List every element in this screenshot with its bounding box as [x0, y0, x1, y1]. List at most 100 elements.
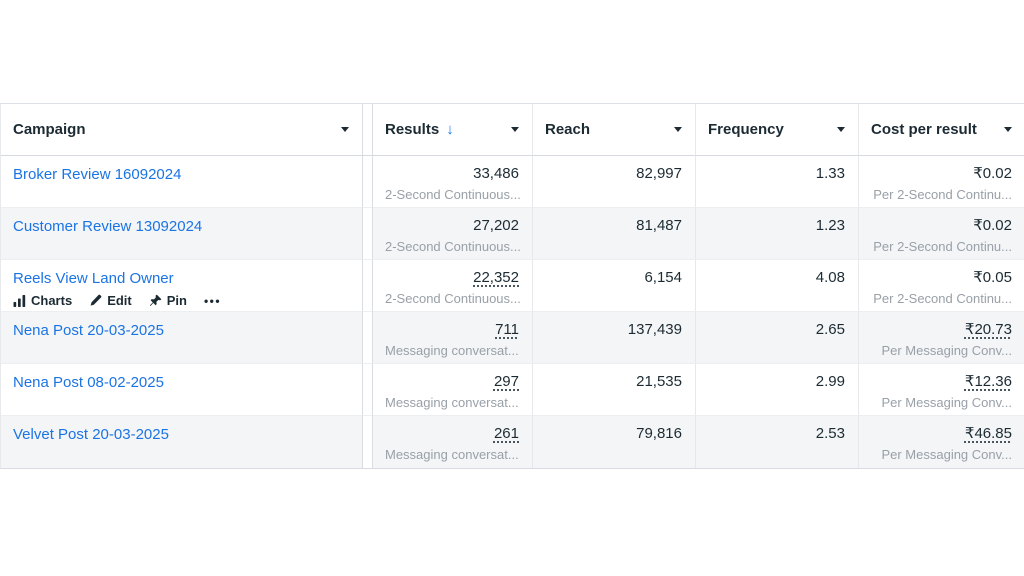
- edit-button[interactable]: Edit: [89, 293, 132, 308]
- chevron-down-icon[interactable]: [341, 127, 349, 132]
- cost-per-result-cell: ₹0.02 Per 2-Second Continu...: [859, 208, 1024, 260]
- reach-value: 21,535: [636, 373, 682, 390]
- results-value: 711: [495, 321, 519, 338]
- campaign-link[interactable]: Customer Review 13092024: [13, 218, 203, 235]
- chevron-down-icon[interactable]: [511, 127, 519, 132]
- campaign-link[interactable]: Nena Post 08-02-2025: [13, 374, 164, 391]
- chevron-down-icon[interactable]: [1004, 127, 1012, 132]
- reach-cell: 79,816: [533, 416, 696, 468]
- results-value: 22,352: [473, 269, 519, 286]
- frequency-cell: 4.08: [696, 260, 859, 312]
- cost-type: Per 2-Second Continu...: [873, 239, 1012, 254]
- more-actions-button[interactable]: •••: [203, 293, 222, 308]
- cost-type: Per Messaging Conv...: [881, 343, 1012, 358]
- table-row: Reels View Land Owner Charts Edit Pin ••…: [1, 260, 1024, 312]
- table-row: Velvet Post 20-03-2025 261 Messaging con…: [1, 416, 1024, 468]
- frequency-cell: 1.23: [696, 208, 859, 260]
- campaign-cell: Nena Post 08-02-2025: [1, 364, 362, 416]
- campaign-link[interactable]: Broker Review 16092024: [13, 166, 182, 183]
- cost-per-result-cell: ₹20.73 Per Messaging Conv...: [859, 312, 1024, 364]
- campaign-link[interactable]: Velvet Post 20-03-2025: [13, 426, 169, 443]
- reach-cell: 6,154: [533, 260, 696, 312]
- cost-value: ₹20.73: [964, 321, 1012, 338]
- column-header-cost-per-result[interactable]: Cost per result: [859, 104, 1024, 156]
- pin-button-label: Pin: [166, 293, 187, 308]
- frequency-value: 2.65: [815, 321, 845, 338]
- reach-value: 6,154: [644, 269, 682, 286]
- frequency-value: 2.53: [815, 425, 845, 442]
- cost-per-result-cell: ₹12.36 Per Messaging Conv...: [859, 364, 1024, 416]
- campaign-header-label: Campaign: [13, 121, 86, 138]
- column-header-campaign[interactable]: Campaign: [1, 104, 362, 156]
- chevron-down-icon[interactable]: [674, 127, 682, 132]
- cost-type: Per 2-Second Continu...: [873, 291, 1012, 306]
- results-cell: 33,486 2-Second Continuous...: [373, 156, 533, 208]
- pencil-icon: [90, 294, 102, 306]
- frequency-value: 2.99: [815, 373, 845, 390]
- results-type: Messaging conversat...: [385, 395, 519, 410]
- cost-type: Per Messaging Conv...: [881, 447, 1012, 462]
- campaign-link[interactable]: Reels View Land Owner: [13, 270, 174, 287]
- reach-value: 81,487: [636, 217, 682, 234]
- results-cell: 22,352 2-Second Continuous...: [373, 260, 533, 312]
- column-header-results[interactable]: Results ↓: [373, 104, 533, 156]
- charts-button[interactable]: Charts: [13, 293, 72, 308]
- reach-cell: 82,997: [533, 156, 696, 208]
- frequency-value: 4.08: [815, 269, 845, 286]
- reach-cell: 21,535: [533, 364, 696, 416]
- frozen-column-divider: [362, 260, 373, 312]
- column-header-frequency[interactable]: Frequency: [696, 104, 859, 156]
- reach-value: 79,816: [636, 425, 682, 442]
- cost-type: Per 2-Second Continu...: [873, 187, 1012, 202]
- frozen-column-divider: [362, 156, 373, 208]
- frozen-column-divider: [362, 364, 373, 416]
- edit-button-label: Edit: [107, 293, 132, 308]
- results-cell: 27,202 2-Second Continuous...: [373, 208, 533, 260]
- bar-chart-icon: [13, 295, 26, 307]
- table-row: Broker Review 16092024 33,486 2-Second C…: [1, 156, 1024, 208]
- campaign-cell: Customer Review 13092024: [1, 208, 362, 260]
- campaign-cell: Reels View Land Owner Charts Edit Pin ••…: [1, 260, 362, 312]
- cost-per-result-cell: ₹0.02 Per 2-Second Continu...: [859, 156, 1024, 208]
- cost-value: ₹0.02: [973, 217, 1012, 234]
- results-type: 2-Second Continuous...: [385, 291, 521, 306]
- table-row: Customer Review 13092024 27,202 2-Second…: [1, 208, 1024, 260]
- results-cell: 261 Messaging conversat...: [373, 416, 533, 468]
- results-cell: 297 Messaging conversat...: [373, 364, 533, 416]
- column-header-reach[interactable]: Reach: [533, 104, 696, 156]
- table-header-row: Campaign Results ↓ Reach Frequency Cost …: [1, 104, 1024, 156]
- frequency-header-label: Frequency: [708, 121, 784, 138]
- results-type: Messaging conversat...: [385, 343, 519, 358]
- results-value: 33,486: [473, 165, 519, 182]
- cost-value: ₹0.05: [973, 269, 1012, 286]
- results-cell: 711 Messaging conversat...: [373, 312, 533, 364]
- cost-per-result-cell: ₹0.05 Per 2-Second Continu...: [859, 260, 1024, 312]
- frequency-cell: 2.99: [696, 364, 859, 416]
- pin-icon: [149, 294, 162, 306]
- results-value: 27,202: [473, 217, 519, 234]
- charts-button-label: Charts: [31, 293, 73, 308]
- cost-per-result-header-label: Cost per result: [871, 121, 977, 138]
- frequency-cell: 2.65: [696, 312, 859, 364]
- frozen-column-divider: [362, 104, 373, 156]
- results-value: 261: [493, 425, 519, 442]
- table-row: Nena Post 08-02-2025 297 Messaging conve…: [1, 364, 1024, 416]
- frequency-value: 1.33: [815, 165, 845, 182]
- campaign-cell: Velvet Post 20-03-2025: [1, 416, 362, 468]
- reach-value: 137,439: [627, 321, 682, 338]
- pin-button[interactable]: Pin: [149, 293, 187, 308]
- chevron-down-icon[interactable]: [837, 127, 845, 132]
- reach-value: 82,997: [636, 165, 682, 182]
- reach-cell: 137,439: [533, 312, 696, 364]
- frequency-value: 1.23: [815, 217, 845, 234]
- table-row: Nena Post 20-03-2025 711 Messaging conve…: [1, 312, 1024, 364]
- row-hover-actions: Charts Edit Pin •••: [13, 293, 221, 308]
- frequency-cell: 2.53: [696, 416, 859, 468]
- frozen-column-divider: [362, 312, 373, 364]
- sort-descending-icon[interactable]: ↓: [446, 121, 454, 138]
- cost-value: ₹12.36: [964, 373, 1012, 390]
- frozen-column-divider: [362, 416, 373, 468]
- reach-cell: 81,487: [533, 208, 696, 260]
- campaign-link[interactable]: Nena Post 20-03-2025: [13, 322, 164, 339]
- cost-per-result-cell: ₹46.85 Per Messaging Conv...: [859, 416, 1024, 468]
